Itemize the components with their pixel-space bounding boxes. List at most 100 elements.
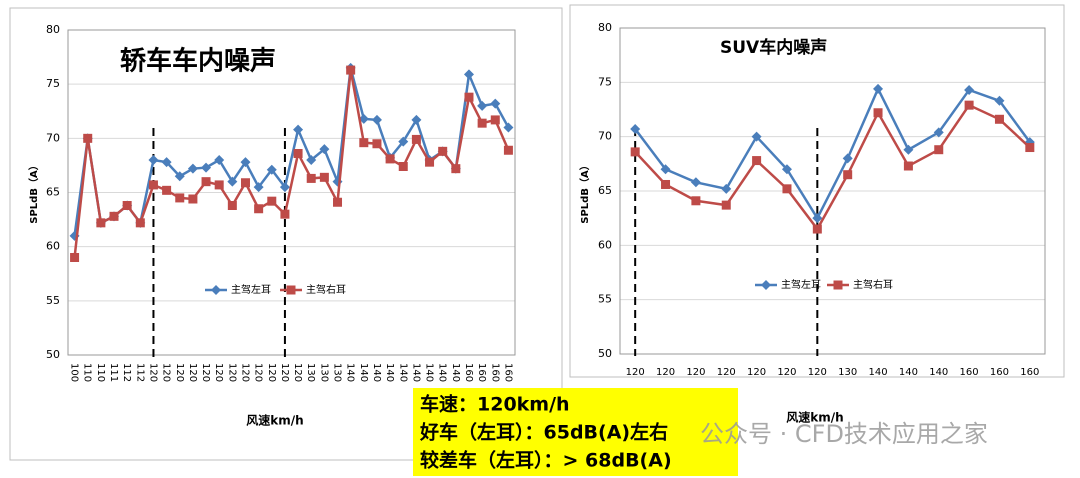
point bbox=[201, 162, 212, 173]
point bbox=[122, 201, 132, 210]
y-tick-label: 75 bbox=[598, 75, 612, 88]
point bbox=[903, 144, 914, 155]
y-tick-label: 80 bbox=[46, 23, 60, 36]
point bbox=[630, 147, 640, 157]
x-tick-label: 120 bbox=[656, 367, 675, 378]
x-tick-label: 160 bbox=[489, 363, 500, 382]
x-tick-label: 140 bbox=[929, 367, 948, 378]
y-tick-label: 50 bbox=[598, 347, 612, 360]
series-line bbox=[73, 69, 510, 258]
point bbox=[135, 218, 145, 228]
y-tick-label: 55 bbox=[598, 293, 612, 306]
point bbox=[934, 145, 944, 155]
point bbox=[503, 145, 513, 155]
legend-label: 主驾右耳 bbox=[853, 278, 893, 291]
y-axis-label: SPLdB（A） bbox=[27, 160, 40, 223]
y-tick-label: 60 bbox=[598, 238, 612, 251]
point bbox=[721, 183, 732, 194]
point bbox=[903, 161, 913, 171]
point bbox=[306, 155, 317, 165]
point bbox=[293, 149, 303, 158]
x-tick-label: 140 bbox=[397, 363, 408, 382]
x-tick-label: 112 bbox=[121, 363, 132, 382]
y-tick-label: 50 bbox=[46, 348, 60, 361]
point bbox=[721, 200, 731, 210]
point bbox=[227, 201, 237, 210]
point bbox=[280, 209, 290, 219]
point bbox=[148, 155, 159, 165]
point bbox=[240, 178, 250, 188]
point bbox=[751, 131, 762, 142]
y-tick-label: 80 bbox=[598, 21, 612, 34]
x-tick-label: 130 bbox=[318, 363, 329, 382]
point bbox=[346, 65, 356, 75]
x-tick-label: 111 bbox=[108, 363, 119, 382]
annotation-line: 车速：120km/h bbox=[420, 393, 570, 416]
point bbox=[630, 124, 641, 135]
point bbox=[372, 139, 382, 149]
x-tick-label: 120 bbox=[777, 367, 796, 378]
point bbox=[333, 197, 343, 207]
point bbox=[933, 127, 944, 138]
point bbox=[227, 176, 238, 187]
series-line bbox=[634, 85, 1031, 221]
x-tick-label: 100 bbox=[69, 363, 80, 382]
legend-marker bbox=[761, 280, 771, 290]
point bbox=[752, 156, 762, 166]
panel-left bbox=[9, 7, 563, 461]
plot-frame bbox=[619, 27, 1046, 355]
x-tick-label: 120 bbox=[626, 367, 645, 378]
point bbox=[240, 157, 251, 168]
point bbox=[161, 157, 172, 168]
x-tick-label: 140 bbox=[371, 363, 382, 382]
x-tick-label: 120 bbox=[147, 363, 158, 382]
point bbox=[490, 98, 501, 109]
x-tick-label: 160 bbox=[476, 363, 487, 382]
point bbox=[781, 164, 792, 175]
x-tick-label: 120 bbox=[239, 363, 250, 382]
x-tick-label: 160 bbox=[463, 363, 474, 382]
x-axis-label: 风速km/h bbox=[246, 413, 303, 428]
point bbox=[411, 134, 421, 144]
point bbox=[319, 172, 329, 182]
legend-marker bbox=[286, 285, 296, 295]
x-tick-label: 120 bbox=[187, 363, 198, 382]
point bbox=[174, 171, 185, 182]
x-tick-label: 120 bbox=[213, 363, 224, 382]
point bbox=[306, 173, 316, 183]
x-tick-label: 140 bbox=[358, 363, 369, 382]
y-tick-label: 65 bbox=[46, 186, 60, 199]
point bbox=[398, 136, 409, 147]
x-tick-label: 140 bbox=[345, 363, 356, 382]
point bbox=[371, 114, 382, 125]
point bbox=[201, 177, 211, 187]
x-tick-label: 110 bbox=[95, 363, 106, 382]
annotation-box bbox=[413, 388, 738, 476]
point bbox=[187, 163, 198, 174]
x-tick-label: 110 bbox=[82, 363, 93, 382]
point bbox=[398, 162, 408, 171]
chart-title: 轿车车内噪声 bbox=[120, 46, 276, 77]
x-tick-label: 120 bbox=[200, 363, 211, 382]
point bbox=[96, 218, 106, 228]
point bbox=[438, 146, 448, 156]
x-tick-label: 140 bbox=[437, 363, 448, 382]
x-tick-label: 120 bbox=[161, 363, 172, 382]
y-tick-label: 60 bbox=[46, 240, 60, 253]
legend-marker bbox=[833, 280, 843, 290]
point bbox=[964, 84, 975, 95]
y-tick-label: 65 bbox=[598, 184, 612, 197]
x-tick-label: 130 bbox=[332, 363, 343, 382]
y-tick-label: 70 bbox=[46, 131, 60, 144]
annotation-line: 较差车（左耳）：> 68dB(A) bbox=[420, 449, 672, 472]
point bbox=[477, 118, 487, 128]
point bbox=[214, 180, 224, 190]
point bbox=[994, 114, 1004, 124]
point bbox=[464, 92, 474, 102]
point bbox=[842, 153, 853, 164]
point bbox=[70, 253, 80, 262]
point bbox=[162, 185, 172, 195]
point bbox=[411, 114, 422, 125]
point bbox=[109, 211, 119, 221]
